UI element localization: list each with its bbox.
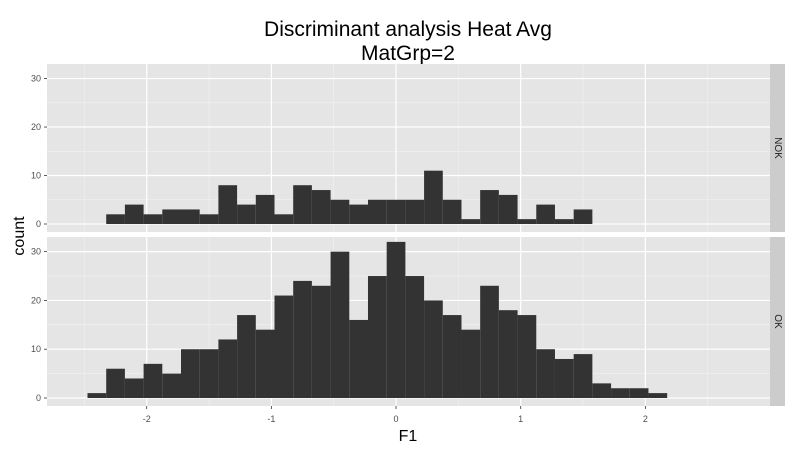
histogram-bar [87,393,107,398]
histogram-bar [554,358,574,398]
histogram-bar [143,214,163,224]
y-tick-label: 0 [36,219,41,229]
histogram-bar [367,199,387,224]
histogram-bar [274,295,294,398]
histogram-bar [424,170,443,224]
y-tick-label: 10 [31,344,41,354]
facet-strip-label: NOK [772,137,783,159]
histogram-bar [293,185,312,224]
panel-ok: 0 10 20 30 OK [31,237,785,406]
y-tick-label: 10 [31,171,41,181]
x-tick-label: 2 [643,414,648,424]
histogram-bar [311,285,331,398]
histogram-bar [648,393,668,398]
histogram-bar [424,300,443,398]
y-tick-label: 0 [36,393,41,403]
x-axis: -2 -1 0 1 2 [143,406,648,424]
chart-title: Discriminant analysis Heat Avg [264,18,552,41]
y-tick-label: 30 [31,247,41,257]
x-tick-label: 1 [518,414,523,424]
histogram-bar [611,388,630,398]
y-tick-label: 20 [31,295,41,305]
histogram-bar [480,285,499,398]
histogram-bar [517,219,537,224]
histogram-bar [293,280,312,398]
x-tick-label: 0 [394,414,399,424]
facet-strip [770,64,785,232]
histogram-bar [106,368,125,398]
histogram-bar [573,209,593,224]
histogram-bar [629,388,649,398]
histogram-bar [106,214,125,224]
histogram-bar [124,378,144,398]
histogram-bar [405,199,425,224]
histogram-bar [461,329,481,398]
y-tick-label: 30 [31,74,41,84]
histogram-bar [573,354,593,398]
histogram-bar [143,363,163,398]
histogram-bar [330,251,350,398]
histogram-bar [255,329,275,398]
histogram-bar [536,204,555,224]
histogram-bar [181,349,200,398]
histogram-bar [124,204,144,224]
x-axis-title: F1 [399,428,418,445]
facet-strip [770,237,785,406]
histogram-bar [349,319,368,398]
histogram-bar [330,199,350,224]
chart-subtitle: MatGrp=2 [361,42,455,65]
histogram-bar [517,315,537,398]
x-tick-label: -1 [267,414,275,424]
histogram-bar [461,219,481,224]
histogram-bar [162,373,182,398]
histogram-bar [181,209,200,224]
histogram-bar [218,339,238,398]
panel-nok: 0 10 20 30 NOK [31,64,785,232]
histogram-bar [199,349,219,398]
facet-strip-label: OK [772,314,783,329]
histogram-bar [592,383,612,398]
histogram-bar [405,276,425,398]
histogram-bar [237,204,256,224]
histogram-bar [498,310,518,398]
histogram-bar [255,194,275,224]
histogram-bar [218,185,238,224]
x-tick-label: -2 [143,414,151,424]
histogram-bar [367,276,387,398]
histogram-bar [274,214,294,224]
histogram-bar [349,204,368,224]
histogram-bar [386,199,406,224]
histogram-bar [498,194,518,224]
histogram-bar [237,315,256,398]
histogram-bar [442,315,462,398]
y-axis-title: count [11,216,28,256]
histogram-bar [386,241,406,398]
histogram-bar [554,219,574,224]
histogram-bar [311,190,331,224]
histogram-bar [199,214,219,224]
histogram-bar [480,190,499,224]
y-tick-label: 20 [31,122,41,132]
histogram-bar [536,349,555,398]
histogram-bar [162,209,182,224]
histogram-bar [442,199,462,224]
facet-panels: 0 10 20 30 NOK 0 10 20 30 OK -2 -1 0 1 2 [31,64,785,424]
